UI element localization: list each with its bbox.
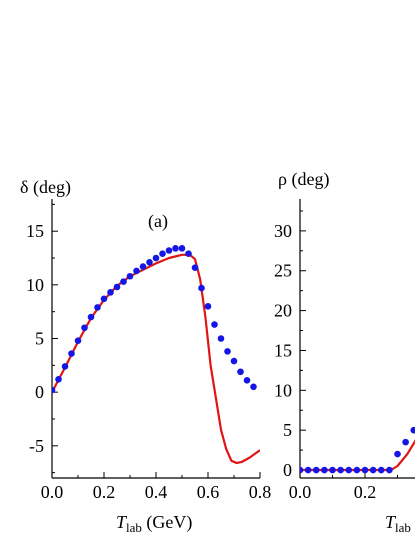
panel-a-plot-area <box>52 245 260 465</box>
panel-a-x-tick-label: 0.2 <box>93 482 116 502</box>
panel-a-data-point <box>139 263 147 270</box>
panel-a-data-point <box>224 348 231 355</box>
panel-a-ticks: 0.0 0.2 0.4 0.6 0.8 -5 0 5 10 15 <box>26 203 272 502</box>
panel-a-model-curve <box>52 253 260 465</box>
panel-a-label: (a) <box>148 211 168 232</box>
panel-b-y-tick-label: 5 <box>283 420 292 440</box>
panel-b-data-point <box>321 466 328 474</box>
panel-a-data-point <box>191 264 199 271</box>
panel-a-data-point <box>68 350 75 357</box>
panel-a-data-point <box>172 245 179 252</box>
panel-a-data-point <box>185 250 192 258</box>
panel-b-data-point <box>312 466 320 474</box>
panel-a-data-point <box>100 295 108 303</box>
panel-a-data-point <box>113 283 121 291</box>
panel-a-data-point <box>74 337 82 344</box>
panel-a-xlabel-unit: (GeV) <box>146 512 192 533</box>
panel-a-x-tick-label: 0.6 <box>197 482 220 502</box>
panel-b-x-tick-label: 0.2 <box>354 482 377 502</box>
panel-b-data-point <box>410 426 415 434</box>
panel-b-data-point <box>361 466 369 474</box>
panel-a-y-tick-label: 10 <box>26 275 44 295</box>
panel-a-data-point <box>204 303 212 310</box>
panel-a-axes <box>51 199 260 479</box>
panel-a-xlabel-sub: lab <box>126 520 142 535</box>
panel-a-data-point <box>165 247 173 254</box>
panel-a-data-point <box>217 335 225 342</box>
panel-b-y-tick-label: 15 <box>274 340 292 360</box>
panel-a-data-point <box>133 267 140 275</box>
panel-b: ρ (deg) 0.00.20.4051015202530 Tlab <box>274 169 415 535</box>
panel-a-data-point <box>243 377 251 384</box>
panel-b-y-tick-label: 0 <box>283 460 292 480</box>
panel-a: δ (deg) (a) 0.0 0.2 0.4 0.6 0.8 -5 0 5 10 15 Tlab… <box>20 177 271 535</box>
panel-b-data-point <box>377 466 385 474</box>
panel-a-data-point <box>230 357 238 365</box>
panel-b-xlabel-main: T <box>385 512 397 532</box>
panel-a-data-point <box>178 245 186 252</box>
panel-a-y-tick-label: 15 <box>26 221 44 241</box>
panel-a-y-tick-label: 0 <box>35 382 44 402</box>
panel-a-data-point <box>152 254 160 262</box>
panel-b-xlabel-sub: lab <box>395 520 411 535</box>
panel-b-x-tick-label: 0.0 <box>289 482 312 502</box>
panel-a-x-tick-label: 0.8 <box>249 482 272 502</box>
panel-b-data-point <box>300 466 304 474</box>
panel-b-y-tick-label: 30 <box>274 221 292 241</box>
panel-b-data-point <box>304 466 312 474</box>
panel-a-data-point <box>94 304 101 311</box>
panel-a-data-point <box>198 284 205 292</box>
panel-b-y-tick-label: 25 <box>274 261 292 281</box>
panel-a-xlabel-main: T <box>116 512 128 532</box>
panel-a-data-point <box>211 321 218 328</box>
panel-a-data-point <box>61 363 69 370</box>
panel-a-data-point <box>146 259 153 266</box>
panel-b-data-point <box>353 466 361 474</box>
panel-a-x-tick-label: 0.0 <box>41 482 64 502</box>
panel-b-data-point <box>369 466 377 474</box>
panel-b-ticks: 0.00.20.4051015202530 <box>274 210 398 502</box>
panel-b-data-point <box>329 466 336 474</box>
panel-a-data-point <box>55 375 62 383</box>
panel-b-data-point <box>394 450 401 458</box>
panel-a-data-point <box>250 383 257 391</box>
panel-a-data-point <box>107 289 114 296</box>
panel-b-y-tick-label: 20 <box>274 301 292 321</box>
panel-a-x-tick-label: 0.4 <box>145 482 168 502</box>
panel-b-ylabel: ρ (deg) <box>278 169 329 190</box>
panel-a-data-point <box>159 250 166 258</box>
panel-a-data-point <box>120 278 127 285</box>
panel-b-data-point <box>345 466 353 474</box>
panel-a-data-point <box>87 313 95 321</box>
panel-a-data-point <box>81 324 88 332</box>
panel-a-y-tick-label: -5 <box>29 436 44 456</box>
panel-b-data-point <box>337 466 344 474</box>
panel-a-xlabel: Tlab (GeV) <box>116 512 192 535</box>
panel-b-plot-area <box>300 426 415 474</box>
panel-b-y-tick-label: 10 <box>274 380 292 400</box>
panel-b-data-point <box>402 438 409 446</box>
panel-b-axes <box>299 199 415 479</box>
panel-b-data-point <box>386 466 393 474</box>
panel-a-data-point <box>52 386 56 394</box>
panel-b-model-curve <box>300 439 415 472</box>
panel-a-y-tick-label: 5 <box>35 329 44 349</box>
panel-b-xlabel: Tlab <box>385 512 411 535</box>
panel-a-data-point <box>237 368 244 376</box>
panel-a-data-point <box>126 272 134 280</box>
panel-a-ylabel: δ (deg) <box>20 177 71 198</box>
